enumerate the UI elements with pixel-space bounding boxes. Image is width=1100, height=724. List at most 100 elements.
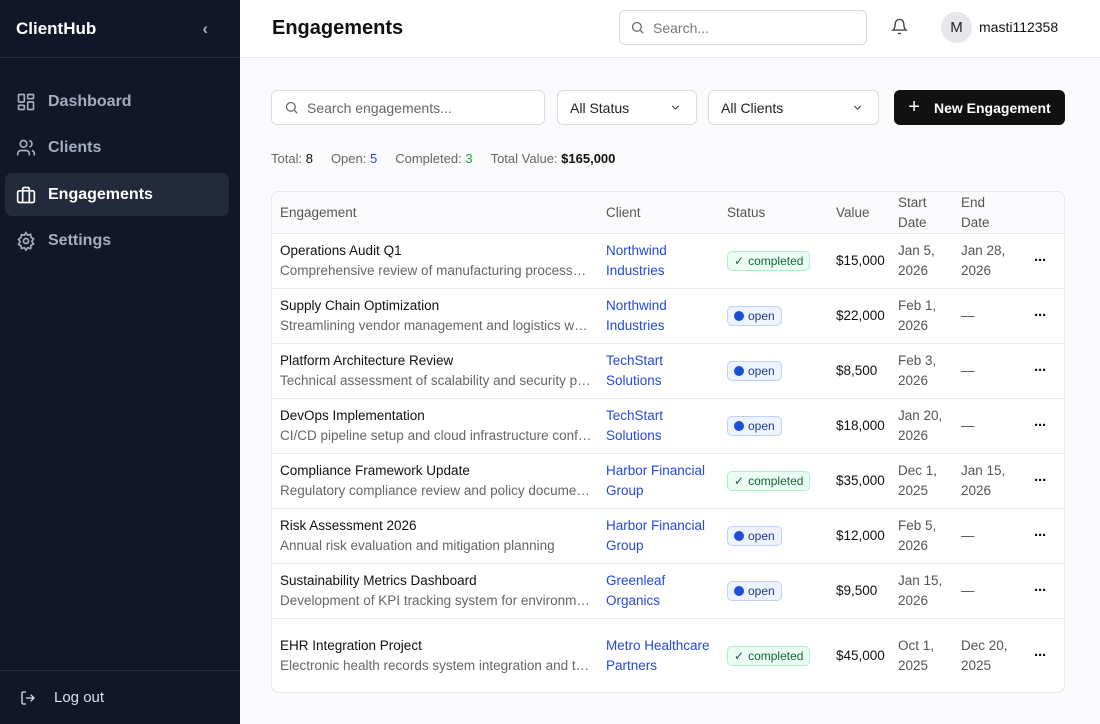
- search-icon: [285, 101, 298, 114]
- engagement-name[interactable]: Sustainability Metrics Dashboard: [280, 573, 477, 588]
- client-link[interactable]: TechStart Solutions: [606, 353, 664, 388]
- engagement-name[interactable]: Platform Architecture Review: [280, 353, 454, 368]
- col-client[interactable]: Client: [606, 204, 641, 220]
- engagement-name[interactable]: Compliance Framework Update: [280, 463, 470, 478]
- plus-icon: +: [908, 96, 920, 118]
- status-cell: open: [727, 289, 782, 343]
- more-actions-icon[interactable]: ···: [1034, 362, 1047, 379]
- start-date-cell: Feb 5, 2026: [898, 518, 937, 553]
- sidebar-item-engagements[interactable]: Engagements: [5, 173, 229, 216]
- more-actions-icon[interactable]: ···: [1034, 472, 1047, 489]
- client-cell: Metro Healthcare Partners: [606, 619, 721, 692]
- client-link[interactable]: Harbor Financial Group: [606, 463, 706, 498]
- grid-icon: [17, 93, 35, 110]
- client-cell: Northwind Industries: [606, 289, 721, 343]
- engagement-search-input[interactable]: Search engagements...: [271, 90, 545, 125]
- client-link[interactable]: Northwind Industries: [606, 243, 667, 278]
- logout-button[interactable]: Log out: [0, 670, 240, 724]
- collapse-sidebar-icon[interactable]: ‹: [202, 18, 208, 38]
- client-link[interactable]: Metro Healthcare Partners: [606, 638, 710, 673]
- search-placeholder: Search...: [653, 19, 710, 36]
- engagement-name[interactable]: EHR Integration Project: [280, 638, 422, 653]
- engagement-cell: DevOps Implementation CI/CD pipeline setu…: [280, 399, 592, 453]
- engagement-name[interactable]: Supply Chain Optimization: [280, 298, 440, 313]
- search-icon: [631, 21, 644, 34]
- col-value[interactable]: Value: [836, 204, 870, 220]
- table-row[interactable]: Compliance Framework Update Regulatory co…: [272, 453, 1064, 508]
- table-row[interactable]: Operations Audit Q1 Comprehensive review …: [272, 233, 1064, 288]
- sidebar-item-clients[interactable]: Clients: [5, 127, 229, 170]
- status-cell: ✓ completed: [727, 454, 811, 508]
- table-row[interactable]: Sustainability Metrics Dashboard Developm…: [272, 563, 1064, 618]
- table-row[interactable]: EHR Integration Project Electronic health…: [272, 618, 1064, 692]
- username[interactable]: masti112358: [979, 19, 1059, 35]
- more-actions-icon[interactable]: ···: [1034, 582, 1047, 599]
- bell-icon[interactable]: [891, 18, 908, 35]
- sidebar-item-label: Clients: [48, 139, 102, 156]
- more-actions-icon[interactable]: ···: [1034, 252, 1047, 269]
- client-link[interactable]: TechStart Solutions: [606, 408, 664, 443]
- client-filter-select[interactable]: All Clients: [708, 90, 879, 125]
- end-date-cell: Jan 28, 2026: [961, 243, 1006, 278]
- engagement-name[interactable]: Operations Audit Q1: [280, 243, 402, 258]
- status-filter-select[interactable]: All Status: [557, 90, 697, 125]
- engagement-description: Electronic health records system integra…: [280, 658, 592, 673]
- new-engagement-button[interactable]: + New Engagement: [894, 90, 1065, 125]
- users-icon: [16, 139, 36, 156]
- engagement-name[interactable]: Risk Assessment 2026: [280, 518, 417, 533]
- table-row[interactable]: Supply Chain Optimization Streamlining ve…: [272, 288, 1064, 343]
- global-search-input[interactable]: Search...: [619, 10, 867, 45]
- sidebar-item-label: Dashboard: [48, 92, 132, 110]
- start-date-cell: Feb 3, 2026: [898, 353, 937, 388]
- sidebar-item-settings[interactable]: Settings: [5, 220, 229, 263]
- end-date-cell: —: [961, 528, 975, 543]
- start-date-cell: Feb 1, 2026: [898, 298, 937, 333]
- gear-icon: [17, 231, 35, 251]
- status-badge: ✓ completed: [727, 471, 811, 491]
- col-engagement[interactable]: Engagement: [280, 204, 357, 220]
- status-badge: open: [727, 525, 782, 546]
- client-cell: TechStart Solutions: [606, 399, 721, 453]
- client-link[interactable]: Harbor Financial Group: [606, 518, 706, 553]
- value-cell: $22,000: [836, 308, 885, 323]
- client-cell: Greenleaf Organics: [606, 564, 721, 618]
- more-actions-icon[interactable]: ···: [1034, 417, 1047, 434]
- engagement-cell: Platform Architecture Review Technical as…: [280, 344, 592, 398]
- new-engagement-label: New Engagement: [933, 99, 1051, 116]
- table-row[interactable]: DevOps Implementation CI/CD pipeline setu…: [272, 398, 1064, 453]
- check-circle-icon: ✓: [734, 254, 745, 268]
- col-end-date[interactable]: End Date: [961, 194, 990, 230]
- chevron-down-icon: [671, 105, 680, 110]
- engagement-description: CI/CD pipeline setup and cloud infrastru…: [280, 428, 592, 443]
- table-row[interactable]: Risk Assessment 2026 Annual risk evaluati…: [272, 508, 1064, 563]
- top-header: Engagements Search... M masti112358: [240, 0, 1100, 58]
- col-status[interactable]: Status: [727, 204, 766, 220]
- end-date-cell: —: [961, 583, 975, 598]
- status-badge: open: [727, 360, 782, 381]
- sidebar-item-dashboard[interactable]: Dashboard: [5, 80, 229, 123]
- value-cell: $12,000: [836, 528, 885, 543]
- end-date-cell: —: [961, 308, 975, 323]
- client-link[interactable]: Northwind Industries: [606, 298, 667, 333]
- avatar[interactable]: M: [941, 12, 972, 43]
- col-start-date[interactable]: Start Date: [898, 194, 927, 230]
- engagement-description: Technical assessment of scalability and …: [280, 373, 592, 388]
- table-row[interactable]: Platform Architecture Review Technical as…: [272, 343, 1064, 398]
- start-date-cell: Jan 20, 2026: [898, 408, 943, 443]
- more-actions-icon[interactable]: ···: [1034, 307, 1047, 324]
- engagement-name[interactable]: DevOps Implementation: [280, 408, 425, 423]
- engagement-cell: Risk Assessment 2026 Annual risk evaluati…: [280, 509, 592, 563]
- client-filter-value: All Clients: [721, 99, 784, 116]
- page-title: Engagements: [272, 17, 404, 39]
- value-cell: $8,500: [836, 363, 878, 378]
- stat-open: Open: 5: [330, 151, 378, 166]
- client-link[interactable]: Greenleaf Organics: [606, 573, 666, 608]
- status-badge: open: [727, 305, 782, 326]
- stat-total-value: Total Value: $165,000: [490, 151, 616, 166]
- start-date-cell: Oct 1, 2025: [898, 638, 935, 673]
- check-circle-icon: ✓: [734, 474, 745, 488]
- status-cell: ✓ completed: [727, 234, 811, 288]
- more-actions-icon[interactable]: ···: [1034, 527, 1047, 544]
- engagement-cell: Sustainability Metrics Dashboard Developm…: [280, 564, 592, 618]
- more-actions-icon[interactable]: ···: [1034, 647, 1047, 664]
